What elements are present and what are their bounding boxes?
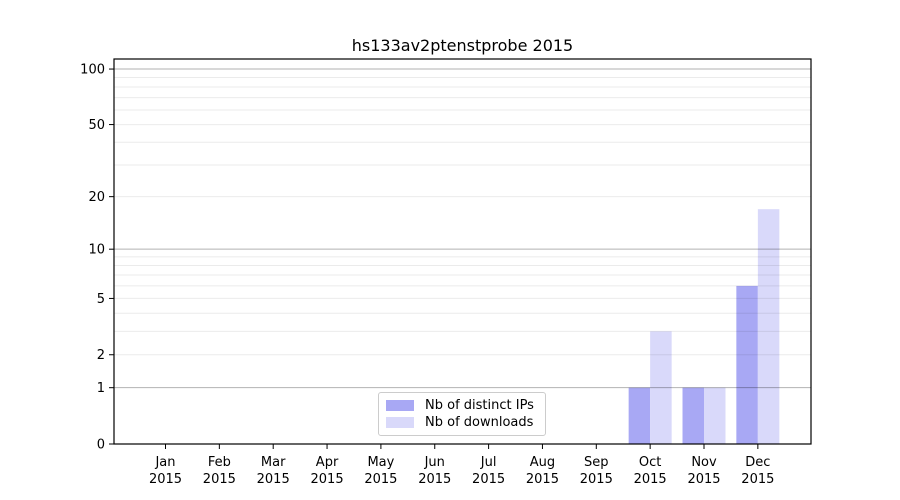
y-tick-label: 1 — [97, 381, 105, 396]
legend-swatch-icon — [386, 417, 414, 428]
bar-downloads-nov — [704, 387, 726, 444]
x-tick-label-month: Sep — [584, 455, 609, 470]
x-tick-label-year: 2015 — [687, 472, 720, 487]
legend-swatch-icon — [386, 400, 414, 411]
x-tick-label-month: Jan — [154, 455, 175, 470]
x-tick-label-month: Feb — [208, 455, 231, 470]
legend: Nb of distinct IPs Nb of downloads — [378, 392, 546, 436]
x-tick-label-month: May — [367, 455, 394, 470]
axes-spines — [113, 58, 812, 445]
y-tick-label: 2 — [97, 348, 105, 363]
x-tick-label-year: 2015 — [418, 472, 451, 487]
x-tick-label-month: Apr — [316, 455, 339, 470]
legend-item: Nb of distinct IPs — [386, 399, 545, 412]
x-tick-label-year: 2015 — [472, 472, 505, 487]
x-tick-label-year: 2015 — [634, 472, 667, 487]
y-tick-label: 50 — [88, 118, 105, 133]
x-tick-label-month: Dec — [745, 455, 770, 470]
legend-label: Nb of downloads — [425, 415, 534, 430]
bar-distinct-ips-oct — [628, 387, 651, 444]
chart-title: hs133av2ptenstprobe 2015 — [351, 36, 574, 55]
y-tick-label: 5 — [97, 292, 105, 307]
bar-downloads-oct — [650, 331, 672, 444]
x-tick-label-year: 2015 — [149, 472, 182, 487]
legend-item: Nb of downloads — [386, 416, 545, 429]
x-tick-label-month: Jul — [480, 455, 497, 470]
x-tick-label-year: 2015 — [580, 472, 613, 487]
y-tick-label: 10 — [88, 243, 105, 258]
x-tick-label-year: 2015 — [364, 472, 397, 487]
y-tick-label: 20 — [88, 190, 105, 205]
bar-downloads-dec — [757, 209, 780, 444]
x-tick-label-year: 2015 — [257, 472, 290, 487]
x-tick-label-month: Nov — [691, 455, 717, 470]
x-tick-label-month: Aug — [530, 455, 555, 470]
x-tick-label-year: 2015 — [203, 472, 236, 487]
legend-label: Nb of distinct IPs — [425, 398, 534, 413]
x-tick-label-month: Oct — [639, 455, 661, 470]
x-tick-label-year: 2015 — [526, 472, 559, 487]
y-tick-label: 0 — [97, 438, 105, 453]
bar-distinct-ips-dec — [736, 285, 758, 444]
x-tick-label-month: Mar — [261, 455, 286, 470]
bar-distinct-ips-nov — [682, 387, 704, 444]
y-tick-label: 100 — [80, 63, 105, 78]
x-tick-label-year: 2015 — [311, 472, 344, 487]
x-tick-label-month: Jun — [424, 455, 445, 470]
x-tick-label-year: 2015 — [741, 472, 774, 487]
